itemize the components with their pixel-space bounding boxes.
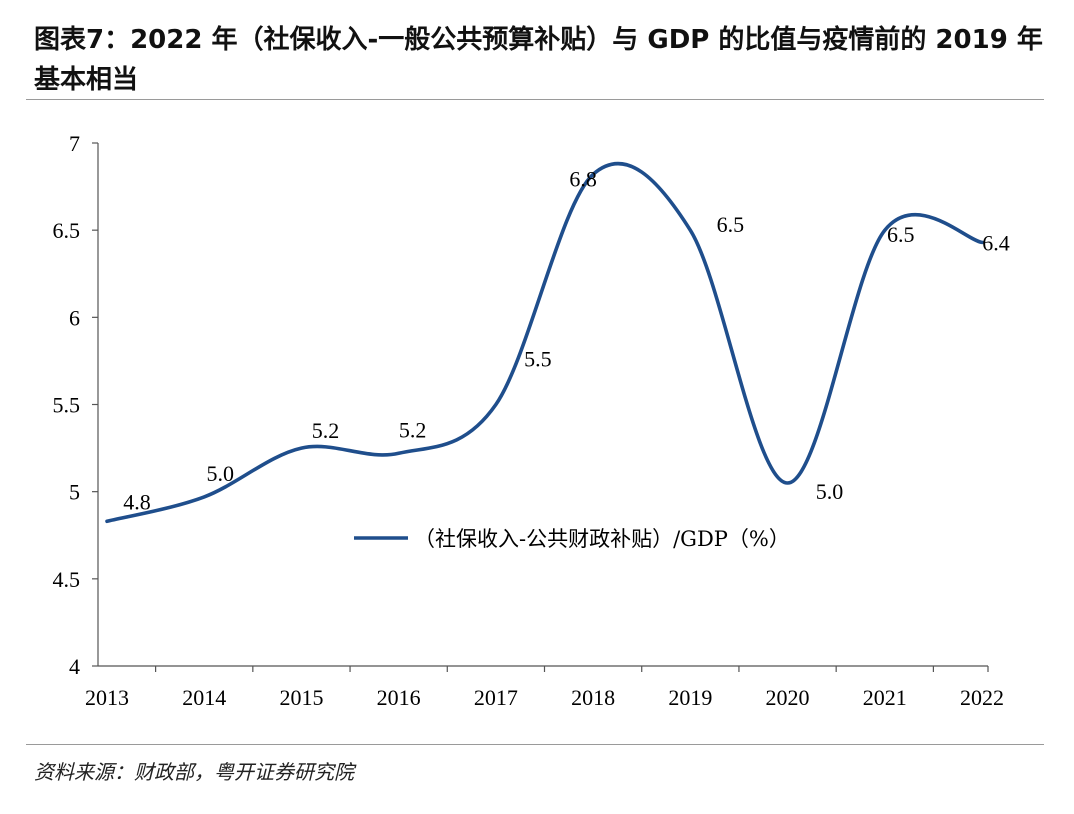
y-tick-label: 5.5 [53, 393, 81, 418]
x-tick-label: 2016 [377, 685, 421, 710]
data-label: 6.4 [982, 230, 1010, 255]
y-tick-label: 6 [69, 305, 80, 330]
x-tick-label: 2022 [960, 685, 1004, 710]
x-tick-label: 2017 [474, 685, 518, 710]
data-label: 6.8 [569, 166, 597, 191]
line-chart: 44.555.566.57 2013 2014 2015 2016 2017 2018 20… [53, 131, 1010, 710]
x-tick-label: 2020 [766, 685, 810, 710]
y-tick-label: 6.5 [53, 218, 81, 243]
data-label: 6.5 [717, 212, 745, 237]
title-divider [26, 99, 1044, 100]
legend: （社保收入-公共财政补贴）/GDP（%） [354, 527, 790, 551]
source-note: 资料来源：财政部，粤开证券研究院 [34, 760, 354, 784]
data-label: 5.2 [399, 417, 427, 442]
data-label: 5.2 [312, 418, 340, 443]
data-label: 6.5 [887, 222, 915, 247]
x-tick-label: 2019 [668, 685, 712, 710]
y-tick-label: 4 [69, 654, 80, 679]
page-title: 图表7：2022 年（社保收入-一般公共预算补贴）与 GDP 的比值与疫情前的 … [34, 25, 1043, 95]
y-tick-label: 7 [69, 131, 80, 156]
series-line [105, 161, 984, 524]
data-label: 4.8 [123, 489, 151, 514]
x-tick-label: 2013 [85, 685, 129, 710]
data-label: 5.5 [524, 347, 552, 372]
data-label: 5.0 [206, 461, 234, 486]
y-tick-label: 4.5 [53, 567, 81, 592]
series [105, 161, 984, 524]
x-tick-label: 2015 [279, 685, 323, 710]
x-axis: 2013 2014 2015 2016 2017 2018 2019 2020 2021 2022 [85, 665, 1004, 710]
x-tick-label: 2021 [863, 685, 907, 710]
source-divider [26, 744, 1044, 745]
legend-label: （社保收入-公共财政补贴）/GDP（%） [414, 527, 790, 551]
x-tick-label: 2014 [182, 685, 226, 710]
x-tick-label: 2018 [571, 685, 615, 710]
y-tick-label: 5 [69, 480, 80, 505]
data-label: 5.0 [816, 479, 844, 504]
data-labels: 4.8 5.0 5.2 5.2 5.5 6.8 6.5 5.0 6.5 6.4 [123, 166, 1010, 514]
y-axis: 4 4.5 5 5.5 6 6.5 7 [53, 131, 99, 679]
